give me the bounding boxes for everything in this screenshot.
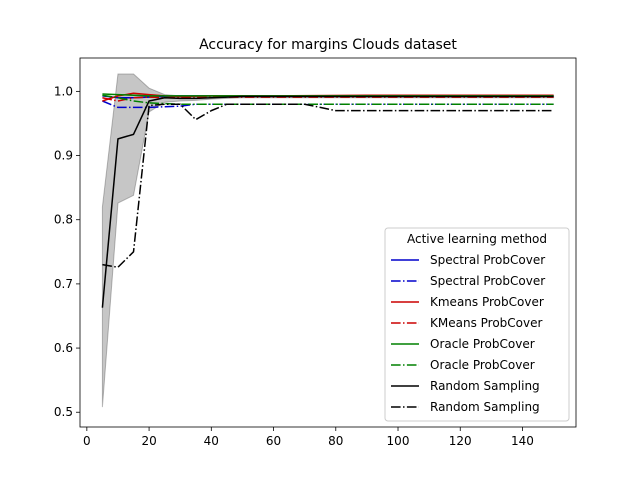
x-tick-label: 20 [141,434,156,448]
legend-label: Random Sampling [430,400,540,414]
series-line-7 [101,95,554,308]
legend-label: Oracle ProbCover [430,358,535,372]
legend-label: Random Sampling [430,379,540,393]
x-tick-label: 80 [328,434,343,448]
x-tick-label: 60 [266,434,281,448]
y-tick-label: 0.9 [54,149,73,163]
series-line-8 [102,103,554,268]
series-line-6 [102,94,554,105]
x-tick-label: 40 [204,434,219,448]
axes-frame [79,57,577,428]
y-tick-label: 0.7 [54,277,73,291]
legend-label: Kmeans ProbCover [430,295,544,309]
y-tick-label: 0.8 [54,213,73,227]
legend-label: Oracle ProbCover [430,337,535,351]
y-tick-label: 1.0 [54,84,73,98]
legend: Active learning method Spectral ProbCover… [384,227,570,422]
x-tick-label: 120 [449,434,472,448]
legend-label: Spectral ProbCover [430,274,545,288]
plot-clip-group [101,73,555,408]
axes: 0 20 40 60 80 100 120 140 0.5 0.6 0.7 0.8 0.9 1.0 [54,57,577,448]
y-tick-label: 0.5 [54,405,73,419]
y-tick-label: 0.6 [54,341,73,355]
chart-title: Accuracy for margins Clouds dataset [199,37,457,53]
legend-label: Spectral ProbCover [430,253,545,267]
legend-label: KMeans ProbCover [430,316,542,330]
legend-title: Active learning method [407,232,547,246]
x-tick-label: 140 [511,434,534,448]
x-tick-label: 100 [387,434,410,448]
plot-area [101,73,555,408]
legend-box [384,227,570,422]
x-tick-label: 0 [83,434,91,448]
